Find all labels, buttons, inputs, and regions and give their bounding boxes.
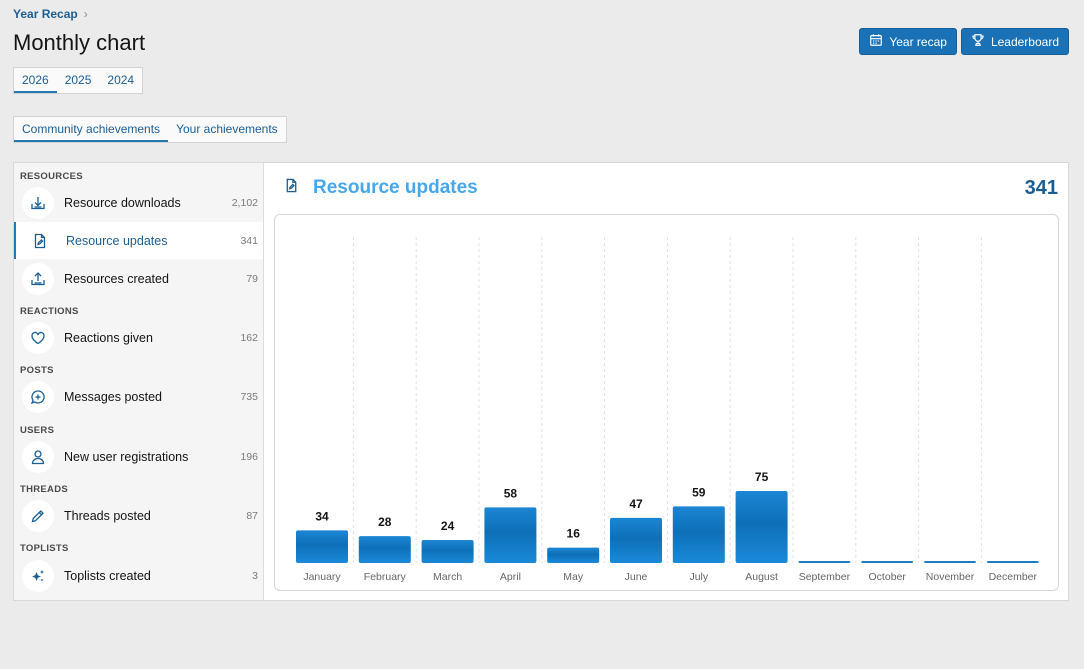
- x-tick-label: February: [364, 571, 407, 583]
- sidebar-item-label: Resource updates: [66, 233, 168, 248]
- stars-icon: [22, 559, 54, 592]
- x-tick-label: March: [433, 571, 462, 583]
- sidebar-item-resources-created[interactable]: Resources created 79: [14, 260, 263, 297]
- x-tick-label: December: [989, 571, 1038, 583]
- x-tick-label: August: [745, 571, 778, 583]
- bar-february[interactable]: [358, 536, 411, 563]
- section-heading-users: USERS: [20, 425, 55, 436]
- sidebar-item-label: Messages posted: [64, 389, 162, 404]
- section-heading-reactions: REACTIONS: [20, 306, 79, 317]
- page-title: Monthly chart: [13, 30, 146, 55]
- bar-march[interactable]: [421, 539, 474, 563]
- chart-title: Resource updates: [313, 177, 478, 198]
- heart-icon: [22, 321, 54, 354]
- sidebar-item-count: 2,102: [231, 196, 258, 209]
- sidebar-item-resource-updates[interactable]: Resource updates 341: [14, 222, 263, 259]
- section-heading-resources: RESOURCES: [20, 171, 83, 182]
- bar-value-label: 24: [441, 519, 455, 533]
- year-recap-button-label: Year recap: [889, 34, 947, 49]
- bar-value-label: 59: [692, 485, 706, 499]
- bar-chart-svg: 34 January 28 February 24 March 58 April 16 May 47…: [296, 237, 1039, 583]
- sidebar-item-count: 162: [240, 331, 258, 344]
- document-edit-icon: [24, 224, 56, 257]
- sidebar-item-label: New user registrations: [64, 449, 189, 464]
- year-tabs: 2026 2025 2024: [13, 67, 144, 94]
- breadcrumb-link-year-recap[interactable]: Year Recap: [13, 7, 78, 21]
- stats-sidebar: RESOURCES Resource downloads 2,102 Resou…: [14, 163, 264, 600]
- sidebar-item-reactions-given[interactable]: Reactions given 162: [14, 319, 263, 356]
- sidebar-item-threads-posted[interactable]: Threads posted 87: [14, 497, 263, 534]
- x-tick-label: September: [799, 571, 851, 583]
- x-tick-label: May: [563, 571, 584, 583]
- tab-year-2026[interactable]: 2026: [14, 68, 57, 93]
- sidebar-item-count: 79: [246, 272, 258, 285]
- calendar-icon: [869, 33, 883, 50]
- section-heading-posts: POSTS: [20, 365, 54, 376]
- sidebar-item-count: 196: [240, 450, 258, 463]
- chart-panel: RESOURCES Resource downloads 2,102 Resou…: [13, 162, 1069, 601]
- sidebar-item-label: Toplists created: [64, 568, 151, 583]
- bar-june[interactable]: [610, 517, 662, 563]
- download-tray-icon: [22, 186, 54, 219]
- bar-value-label: 34: [315, 509, 329, 523]
- upload-tray-icon: [22, 262, 54, 295]
- sidebar-item-count: 3: [252, 569, 258, 582]
- user-icon: [22, 440, 54, 473]
- bar-value-label: 47: [629, 497, 643, 511]
- tab-year-2024[interactable]: 2024: [107, 72, 135, 87]
- bar-value-label: 28: [378, 515, 392, 529]
- bar-value-label: 58: [504, 486, 518, 500]
- pencil-icon: [22, 499, 54, 532]
- chart-header: Resource updates: [284, 177, 478, 199]
- sidebar-item-toplists-created[interactable]: Toplists created 3: [14, 557, 263, 594]
- bar-july[interactable]: [672, 506, 725, 563]
- section-heading-toplists: TOPLISTS: [20, 543, 69, 554]
- sidebar-item-label: Reactions given: [64, 330, 153, 345]
- bar-may[interactable]: [547, 547, 600, 563]
- bar-april[interactable]: [484, 507, 537, 563]
- achievement-tabs: Community achievements Your achievements: [13, 116, 287, 143]
- sidebar-item-messages-posted[interactable]: Messages posted 735: [14, 378, 263, 415]
- leaderboard-button-label: Leaderboard: [990, 34, 1059, 49]
- x-tick-label: January: [303, 571, 341, 583]
- bar-value-label: 75: [755, 470, 769, 484]
- document-edit-icon: [284, 178, 299, 198]
- message-plus-icon: [22, 380, 54, 413]
- x-tick-label: June: [625, 571, 648, 583]
- sidebar-item-label: Resource downloads: [64, 195, 181, 210]
- sidebar-item-label: Threads posted: [64, 508, 151, 523]
- leaderboard-button[interactable]: Leaderboard: [960, 28, 1069, 55]
- sidebar-item-count: 735: [240, 390, 258, 403]
- tab-community-achievements[interactable]: Community achievements: [14, 117, 169, 142]
- bar-chart: 34 January 28 February 24 March 58 April 16 May 47…: [274, 214, 1059, 591]
- x-tick-label: November: [926, 571, 975, 583]
- sidebar-item-new-user-registrations[interactable]: New user registrations 196: [14, 438, 263, 475]
- year-recap-button[interactable]: Year recap: [859, 28, 957, 55]
- sidebar-item-count: 87: [246, 509, 258, 522]
- bar-october[interactable]: [861, 561, 914, 563]
- sidebar-item-count: 341: [240, 234, 258, 247]
- tab-year-2025[interactable]: 2025: [64, 72, 92, 87]
- section-heading-threads: THREADS: [20, 484, 69, 495]
- x-tick-label: July: [689, 571, 708, 583]
- chevron-right-icon: ›: [83, 7, 88, 21]
- tab-your-achievements[interactable]: Your achievements: [176, 121, 278, 136]
- bar-november[interactable]: [924, 561, 976, 563]
- sidebar-item-resource-downloads[interactable]: Resource downloads 2,102: [14, 184, 263, 221]
- chart-total-count: 341: [1024, 177, 1058, 199]
- trophy-icon: [971, 33, 985, 50]
- bar-september[interactable]: [798, 561, 851, 563]
- x-tick-label: April: [500, 571, 521, 583]
- bar-august[interactable]: [735, 491, 788, 563]
- x-tick-label: October: [869, 571, 907, 583]
- breadcrumb: Year Recap ›: [13, 7, 88, 21]
- bar-value-label: 16: [567, 527, 581, 541]
- bar-december[interactable]: [986, 561, 1039, 563]
- sidebar-item-label: Resources created: [64, 271, 169, 286]
- bar-january[interactable]: [296, 530, 348, 563]
- top-button-group: Year recap Leaderboard: [859, 28, 1069, 55]
